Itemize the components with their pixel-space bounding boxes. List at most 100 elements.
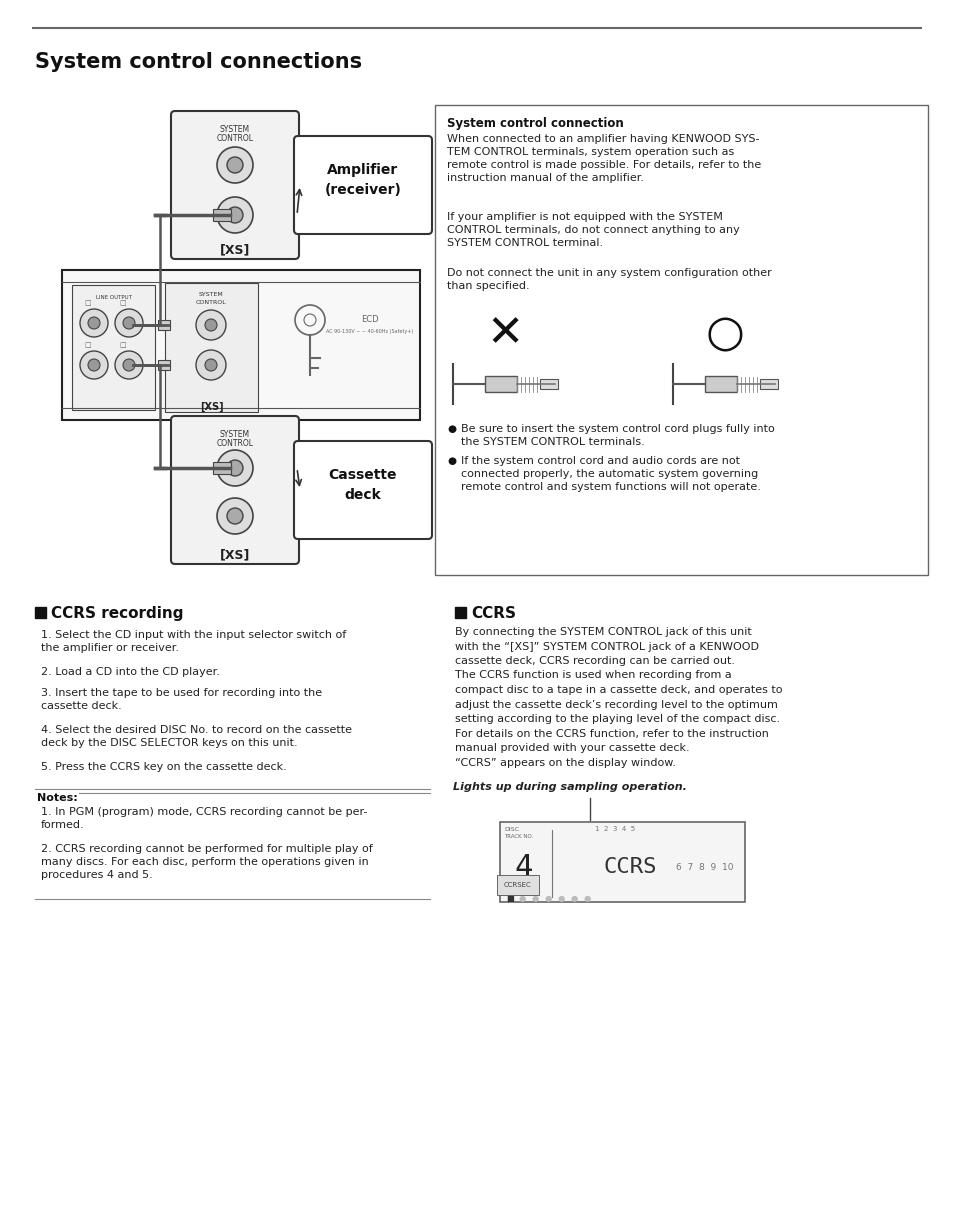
Circle shape bbox=[227, 460, 243, 476]
Text: CCRS: CCRS bbox=[471, 606, 516, 621]
Text: 1  2  3  4  5: 1 2 3 4 5 bbox=[595, 826, 635, 832]
Text: [XS]: [XS] bbox=[219, 243, 250, 256]
Text: Lights up during sampling operation.: Lights up during sampling operation. bbox=[453, 782, 686, 792]
FancyBboxPatch shape bbox=[294, 441, 432, 539]
Text: □: □ bbox=[84, 341, 91, 347]
FancyBboxPatch shape bbox=[484, 375, 517, 392]
FancyBboxPatch shape bbox=[213, 462, 231, 474]
Text: adjust the cassette deck’s recording level to the optimum: adjust the cassette deck’s recording lev… bbox=[455, 700, 777, 710]
Bar bbox=[35, 608, 46, 618]
Text: CONTROL: CONTROL bbox=[196, 300, 227, 305]
Text: ●: ● bbox=[447, 424, 456, 434]
Text: System control connection: System control connection bbox=[447, 117, 623, 130]
Text: CONTROL: CONTROL bbox=[216, 439, 253, 448]
Text: ●: ● bbox=[571, 894, 578, 903]
Circle shape bbox=[216, 147, 253, 183]
Text: manual provided with your cassette deck.: manual provided with your cassette deck. bbox=[455, 744, 689, 753]
FancyBboxPatch shape bbox=[71, 286, 154, 409]
Text: 2. Load a CD into the CD player.: 2. Load a CD into the CD player. bbox=[41, 667, 219, 677]
Text: TRACK NO.: TRACK NO. bbox=[503, 833, 533, 840]
Text: SYSTEM: SYSTEM bbox=[199, 292, 224, 296]
Circle shape bbox=[88, 317, 100, 329]
Text: 4. Select the desired DISC No. to record on the cassette
deck by the DISC SELECT: 4. Select the desired DISC No. to record… bbox=[41, 725, 352, 748]
Circle shape bbox=[205, 320, 216, 330]
Text: ●: ● bbox=[518, 894, 526, 903]
FancyBboxPatch shape bbox=[435, 104, 927, 575]
Circle shape bbox=[123, 317, 135, 329]
Circle shape bbox=[227, 508, 243, 524]
Text: □: □ bbox=[84, 300, 91, 306]
FancyBboxPatch shape bbox=[704, 375, 737, 392]
FancyBboxPatch shape bbox=[158, 360, 170, 371]
Circle shape bbox=[115, 309, 143, 337]
Text: ●: ● bbox=[558, 894, 565, 903]
Text: 2. CCRS recording cannot be performed for multiple play of
many discs. For each : 2. CCRS recording cannot be performed fo… bbox=[41, 844, 373, 880]
Text: SYSTEM: SYSTEM bbox=[220, 430, 250, 439]
FancyBboxPatch shape bbox=[539, 379, 558, 389]
FancyBboxPatch shape bbox=[62, 270, 419, 420]
FancyBboxPatch shape bbox=[171, 111, 298, 259]
Text: System control connections: System control connections bbox=[35, 52, 362, 72]
Text: LINE OUTPUT: LINE OUTPUT bbox=[95, 295, 132, 300]
FancyBboxPatch shape bbox=[213, 209, 231, 221]
Text: ECD: ECD bbox=[361, 316, 378, 324]
Text: If the system control cord and audio cords are not
connected properly, the autom: If the system control cord and audio cor… bbox=[460, 456, 760, 492]
Text: ●: ● bbox=[532, 894, 538, 903]
Text: SYSTEM: SYSTEM bbox=[220, 125, 250, 134]
Circle shape bbox=[216, 498, 253, 535]
Text: ●: ● bbox=[447, 456, 456, 467]
Circle shape bbox=[80, 309, 108, 337]
Text: If your amplifier is not equipped with the SYSTEM
CONTROL terminals, do not conn: If your amplifier is not equipped with t… bbox=[447, 211, 739, 248]
Text: “CCRS” appears on the display window.: “CCRS” appears on the display window. bbox=[455, 757, 676, 768]
Text: with the “[XS]” SYSTEM CONTROL jack of a KENWOOD: with the “[XS]” SYSTEM CONTROL jack of a… bbox=[455, 642, 759, 651]
Circle shape bbox=[216, 197, 253, 233]
Circle shape bbox=[227, 207, 243, 224]
Text: cassette deck, CCRS recording can be carried out.: cassette deck, CCRS recording can be car… bbox=[455, 656, 734, 666]
Text: [XS]: [XS] bbox=[219, 548, 250, 561]
FancyBboxPatch shape bbox=[760, 379, 778, 389]
Text: ■: ■ bbox=[505, 894, 514, 903]
Circle shape bbox=[216, 450, 253, 486]
Text: □: □ bbox=[119, 300, 126, 306]
Text: CCRSEC: CCRSEC bbox=[503, 882, 531, 888]
Text: The CCRS function is used when recording from a: The CCRS function is used when recording… bbox=[455, 671, 731, 680]
Circle shape bbox=[123, 358, 135, 371]
Text: 4: 4 bbox=[515, 853, 533, 882]
Text: CONTROL: CONTROL bbox=[216, 134, 253, 143]
Text: DISC: DISC bbox=[503, 827, 518, 832]
Text: ○: ○ bbox=[705, 312, 743, 356]
Text: When connected to an amplifier having KENWOOD SYS-
TEM CONTROL terminals, system: When connected to an amplifier having KE… bbox=[447, 134, 760, 183]
Text: 5. Press the CCRS key on the cassette deck.: 5. Press the CCRS key on the cassette de… bbox=[41, 762, 287, 772]
Circle shape bbox=[205, 358, 216, 371]
Text: ●: ● bbox=[544, 894, 552, 903]
Text: Notes:: Notes: bbox=[37, 793, 77, 803]
Text: [XS]: [XS] bbox=[199, 402, 223, 412]
FancyBboxPatch shape bbox=[171, 416, 298, 564]
Circle shape bbox=[88, 358, 100, 371]
Text: ●: ● bbox=[583, 894, 591, 903]
Text: Be sure to insert the system control cord plugs fully into
the SYSTEM CONTROL te: Be sure to insert the system control cor… bbox=[460, 424, 774, 447]
Circle shape bbox=[195, 310, 226, 340]
Circle shape bbox=[115, 351, 143, 379]
Text: 1. Select the CD input with the input selector switch of
the amplifier or receiv: 1. Select the CD input with the input se… bbox=[41, 631, 346, 652]
Circle shape bbox=[80, 351, 108, 379]
FancyBboxPatch shape bbox=[499, 823, 744, 902]
Text: 3. Insert the tape to be used for recording into the
cassette deck.: 3. Insert the tape to be used for record… bbox=[41, 688, 322, 711]
FancyBboxPatch shape bbox=[158, 320, 170, 330]
Text: Amplifier
(receiver): Amplifier (receiver) bbox=[324, 163, 401, 197]
Text: Cassette
deck: Cassette deck bbox=[329, 468, 396, 502]
Text: By connecting the SYSTEM CONTROL jack of this unit: By connecting the SYSTEM CONTROL jack of… bbox=[455, 627, 751, 637]
Text: setting according to the playing level of the compact disc.: setting according to the playing level o… bbox=[455, 714, 780, 724]
Circle shape bbox=[227, 157, 243, 173]
Bar bbox=[455, 608, 465, 618]
Text: CCRS: CCRS bbox=[602, 857, 656, 877]
Text: For details on the CCRS function, refer to the instruction: For details on the CCRS function, refer … bbox=[455, 729, 768, 739]
Text: 6  7  8  9  10: 6 7 8 9 10 bbox=[676, 863, 733, 871]
Text: 1. In PGM (program) mode, CCRS recording cannot be per-
formed.: 1. In PGM (program) mode, CCRS recording… bbox=[41, 807, 367, 830]
Text: compact disc to a tape in a cassette deck, and operates to: compact disc to a tape in a cassette dec… bbox=[455, 685, 781, 695]
Text: Do not connect the unit in any system configuration other
than specified.: Do not connect the unit in any system co… bbox=[447, 269, 771, 292]
Circle shape bbox=[195, 350, 226, 380]
Text: AC 90-130V ~ ~ 40-60Hz (Safety+): AC 90-130V ~ ~ 40-60Hz (Safety+) bbox=[326, 329, 414, 334]
FancyBboxPatch shape bbox=[294, 136, 432, 234]
FancyBboxPatch shape bbox=[165, 283, 257, 412]
